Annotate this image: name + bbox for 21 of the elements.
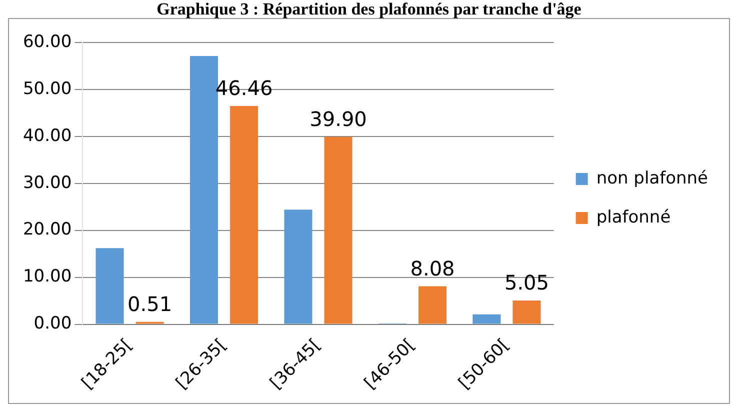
bar [96, 248, 124, 324]
y-tick-label: 50.00 [22, 78, 72, 99]
bar [472, 314, 501, 324]
y-tick-label: 20.00 [22, 220, 72, 240]
y-tick-label: 30.00 [22, 172, 72, 193]
legend-label: non plafonné [596, 168, 708, 188]
data-label: 5.05 [504, 270, 549, 295]
bar [418, 286, 447, 324]
chart-title: Graphique 3 : Répartition des plafonnés par tranche d'âge [156, 0, 582, 19]
y-tick-label: 10.00 [22, 266, 72, 287]
data-label: 39.90 [310, 107, 367, 132]
y-tick-label: 40.00 [22, 126, 72, 146]
data-label: 0.51 [128, 292, 172, 316]
y-tick-label: 60.00 [22, 32, 72, 52]
legend-label: plafonné [596, 207, 671, 228]
bar [512, 300, 541, 324]
bar [284, 210, 312, 324]
y-tick-label: 0.00 [34, 314, 72, 334]
data-label: 8.08 [410, 256, 455, 281]
bar [230, 106, 258, 324]
bar [324, 136, 352, 324]
